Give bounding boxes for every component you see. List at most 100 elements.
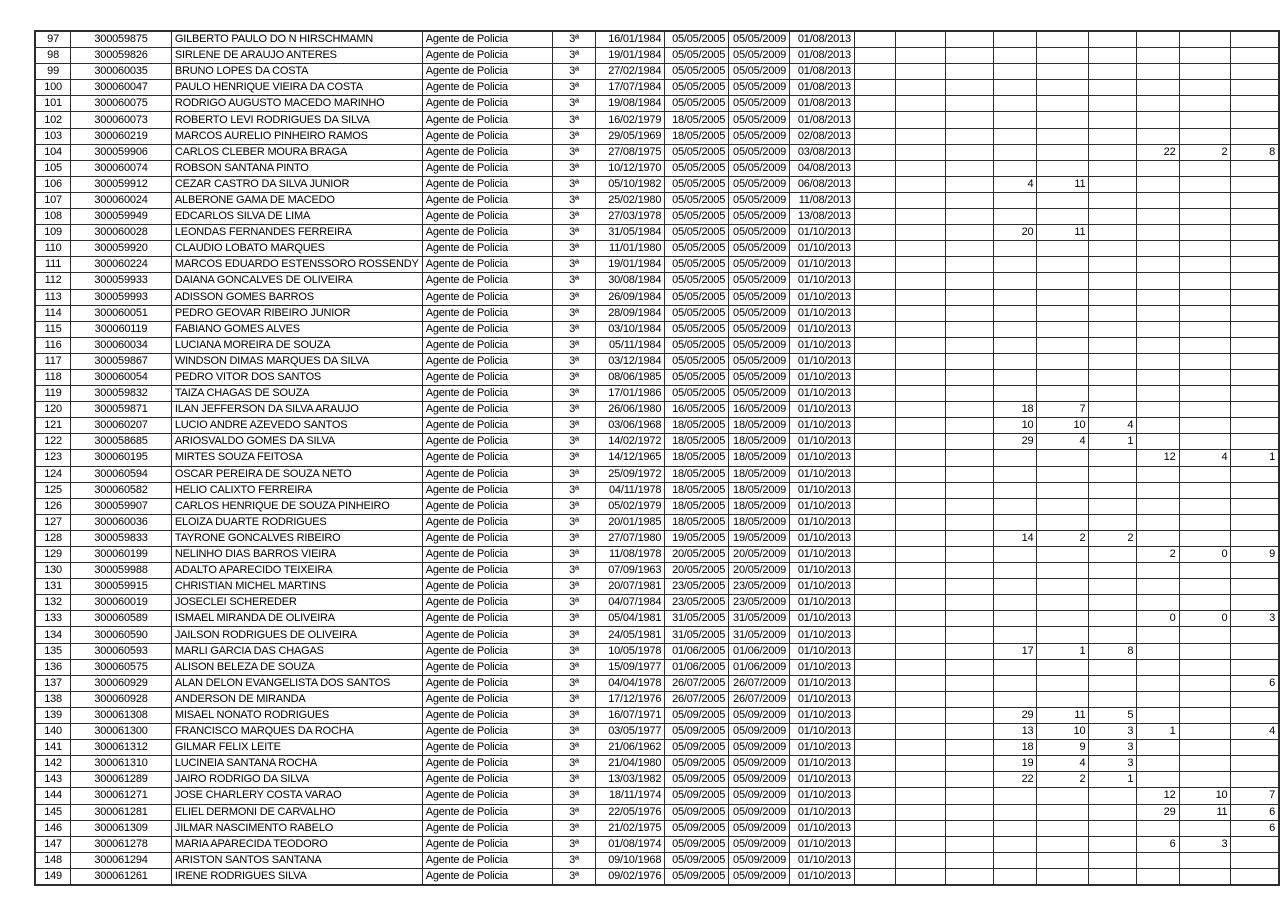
- cell-position: Agente de Policia: [421, 819, 554, 837]
- cell-extra-2: [894, 771, 947, 789]
- cell-extra-2: [894, 385, 947, 403]
- cell-extra-2: [894, 626, 947, 644]
- cell-extra-1: [853, 240, 896, 258]
- cell-date-1: 18/11/1974: [594, 787, 666, 805]
- cell-date-3: 05/05/2009: [728, 336, 791, 354]
- cell-extra-3: [945, 417, 995, 435]
- cell-class: 3ª: [552, 755, 596, 773]
- cell-row-number: 138: [34, 690, 72, 708]
- cell-registration-number: 300059915: [70, 578, 172, 596]
- cell-extra-1: [853, 127, 896, 145]
- cell-extra-9: [1230, 79, 1280, 97]
- cell-date-1: 28/09/1984: [594, 304, 666, 322]
- cell-extra-1: [853, 336, 896, 354]
- cell-date-4: 01/08/2013: [789, 63, 855, 81]
- cell-extra-5: [1036, 63, 1090, 81]
- cell-extra-7: [1136, 481, 1180, 499]
- cell-date-3: 31/05/2009: [728, 626, 791, 644]
- cell-extra-2: [894, 658, 947, 676]
- cell-extra-4: [993, 191, 1038, 210]
- cell-extra-2: [894, 642, 947, 660]
- cell-extra-5: [1036, 497, 1090, 515]
- cell-extra-9: [1230, 256, 1280, 274]
- cell-extra-7: 0: [1136, 610, 1180, 628]
- cell-extra-8: [1178, 175, 1232, 193]
- cell-extra-3: [945, 723, 995, 741]
- cell-extra-4: 4: [993, 175, 1038, 193]
- cell-date-2: 05/05/2005: [664, 30, 730, 49]
- cell-extra-6: [1088, 159, 1138, 177]
- cell-extra-7: [1136, 658, 1180, 676]
- cell-extra-8: [1178, 755, 1232, 773]
- cell-extra-4: [993, 79, 1038, 97]
- cell-extra-9: [1230, 562, 1280, 580]
- cell-agent-name: ALBERONE GAMA DE MACEDO: [170, 191, 423, 210]
- cell-extra-2: [894, 578, 947, 596]
- cell-extra-1: [853, 497, 896, 515]
- cell-extra-2: [894, 481, 947, 499]
- table-row: 110 300059920 CLAUDIO LOBATO MARQUES Agente…: [34, 240, 1280, 258]
- cell-extra-5: [1036, 272, 1090, 290]
- cell-registration-number: 300059949: [70, 208, 172, 226]
- cell-agent-name: ELIEL DERMONI DE CARVALHO: [170, 803, 423, 821]
- cell-class: 3ª: [552, 256, 596, 274]
- cell-extra-7: [1136, 304, 1180, 322]
- cell-extra-1: [853, 320, 896, 338]
- cell-registration-number: 300060199: [70, 545, 172, 564]
- cell-extra-8: [1178, 336, 1232, 354]
- cell-agent-name: ADISSON GOMES BARROS: [170, 288, 423, 306]
- cell-extra-8: [1178, 465, 1232, 483]
- cell-extra-5: [1036, 594, 1090, 612]
- cell-extra-7: [1136, 352, 1180, 370]
- cell-extra-9: [1230, 175, 1280, 193]
- cell-extra-4: 20: [993, 224, 1038, 242]
- cell-extra-8: [1178, 256, 1232, 274]
- cell-extra-6: [1088, 256, 1138, 274]
- cell-date-4: 01/10/2013: [789, 497, 855, 515]
- cell-extra-1: [853, 481, 896, 499]
- cell-date-2: 05/09/2005: [664, 851, 730, 869]
- cell-registration-number: 300059920: [70, 240, 172, 258]
- cell-row-number: 105: [34, 159, 72, 177]
- cell-extra-4: [993, 481, 1038, 499]
- cell-extra-2: [894, 320, 947, 338]
- cell-extra-4: [993, 674, 1038, 692]
- cell-extra-5: [1036, 803, 1090, 821]
- cell-extra-4: [993, 787, 1038, 805]
- cell-class: 3ª: [552, 449, 596, 467]
- cell-agent-name: JAIRO RODRIGO DA SILVA: [170, 771, 423, 789]
- cell-class: 3ª: [552, 47, 596, 65]
- cell-position: Agente de Policia: [421, 545, 554, 564]
- table-row: 132 300060019 JOSECLEI SCHEREDER Agente de …: [34, 594, 1280, 612]
- cell-class: 3ª: [552, 562, 596, 580]
- cell-date-3: 05/09/2009: [728, 803, 791, 821]
- cell-extra-2: [894, 30, 947, 49]
- cell-position: Agente de Policia: [421, 175, 554, 193]
- table-row: 146 300061309 JILMAR NASCIMENTO RABELO Agen…: [34, 819, 1280, 837]
- cell-date-2: 05/05/2005: [664, 368, 730, 387]
- cell-extra-6: [1088, 224, 1138, 242]
- cell-date-3: 05/05/2009: [728, 47, 791, 65]
- cell-class: 3ª: [552, 578, 596, 596]
- cell-extra-9: [1230, 867, 1280, 886]
- cell-extra-8: [1178, 304, 1232, 322]
- cell-date-2: 05/09/2005: [664, 835, 730, 853]
- cell-extra-4: 29: [993, 433, 1038, 451]
- cell-extra-2: [894, 159, 947, 177]
- cell-date-2: 18/05/2005: [664, 417, 730, 435]
- cell-date-1: 25/09/1972: [594, 465, 666, 483]
- cell-extra-9: [1230, 47, 1280, 65]
- cell-extra-9: [1230, 642, 1280, 660]
- cell-agent-name: EDCARLOS SILVA DE LIMA: [170, 208, 423, 226]
- cell-extra-3: [945, 819, 995, 837]
- cell-extra-6: 3: [1088, 755, 1138, 773]
- cell-registration-number: 300060054: [70, 368, 172, 387]
- cell-date-1: 21/04/1980: [594, 755, 666, 773]
- cell-extra-5: 10: [1036, 723, 1090, 741]
- cell-extra-1: [853, 851, 896, 869]
- cell-position: Agente de Policia: [421, 658, 554, 676]
- cell-extra-5: [1036, 513, 1090, 531]
- cell-extra-4: 17: [993, 642, 1038, 660]
- cell-date-4: 01/10/2013: [789, 336, 855, 354]
- cell-extra-1: [853, 578, 896, 596]
